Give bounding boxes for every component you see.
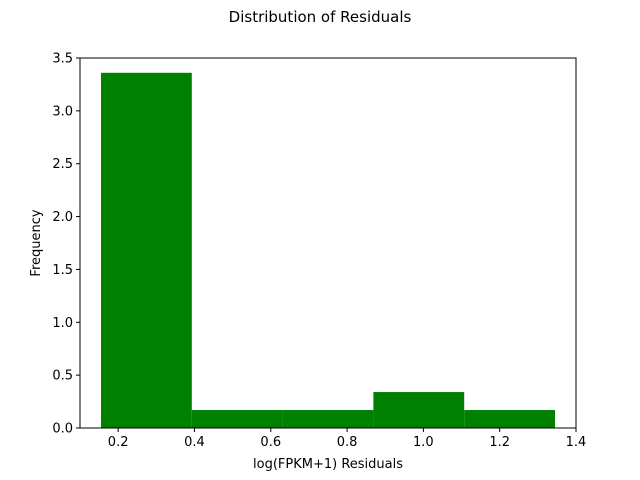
y-tick-label: 1.0 [52, 316, 73, 331]
histogram-bar-1 [100, 72, 192, 429]
histogram-bar-3 [282, 410, 374, 428]
x-tick-label: 0.6 [260, 435, 281, 450]
x-tick-label: 0.4 [184, 435, 205, 450]
x-tick-label: 1.4 [566, 435, 587, 450]
y-tick-label: 2.5 [52, 157, 73, 172]
histogram-bar-4 [373, 392, 465, 428]
x-tick-label: 1.0 [413, 435, 434, 450]
x-tick-label: 0.2 [108, 435, 129, 450]
bars-group [100, 72, 556, 429]
x-axis-label: log(FPKM+1) Residuals [253, 457, 403, 472]
y-tick-label: 0.0 [52, 422, 73, 437]
y-tick-label: 1.5 [52, 263, 73, 278]
y-tick-label: 2.0 [52, 210, 73, 225]
y-tick-label: 0.5 [52, 369, 73, 384]
x-tick-label: 0.8 [337, 435, 358, 450]
x-tick-label: 1.2 [489, 435, 510, 450]
y-axis-label: Frequency [29, 209, 44, 276]
chart-title: Distribution of Residuals [229, 8, 412, 26]
plot-frame [79, 57, 577, 429]
histogram-bar-2 [191, 410, 283, 428]
histogram-bar-5 [464, 410, 556, 428]
y-tick-label: 3.5 [52, 52, 73, 67]
y-tick-label: 3.0 [52, 104, 73, 119]
y-axis-ticks: 0.0 0.5 1.0 1.5 2.0 2.5 3.0 3.5 [52, 52, 80, 437]
x-axis-ticks: 0.2 0.4 0.6 0.8 1.0 1.2 1.4 [108, 428, 587, 450]
